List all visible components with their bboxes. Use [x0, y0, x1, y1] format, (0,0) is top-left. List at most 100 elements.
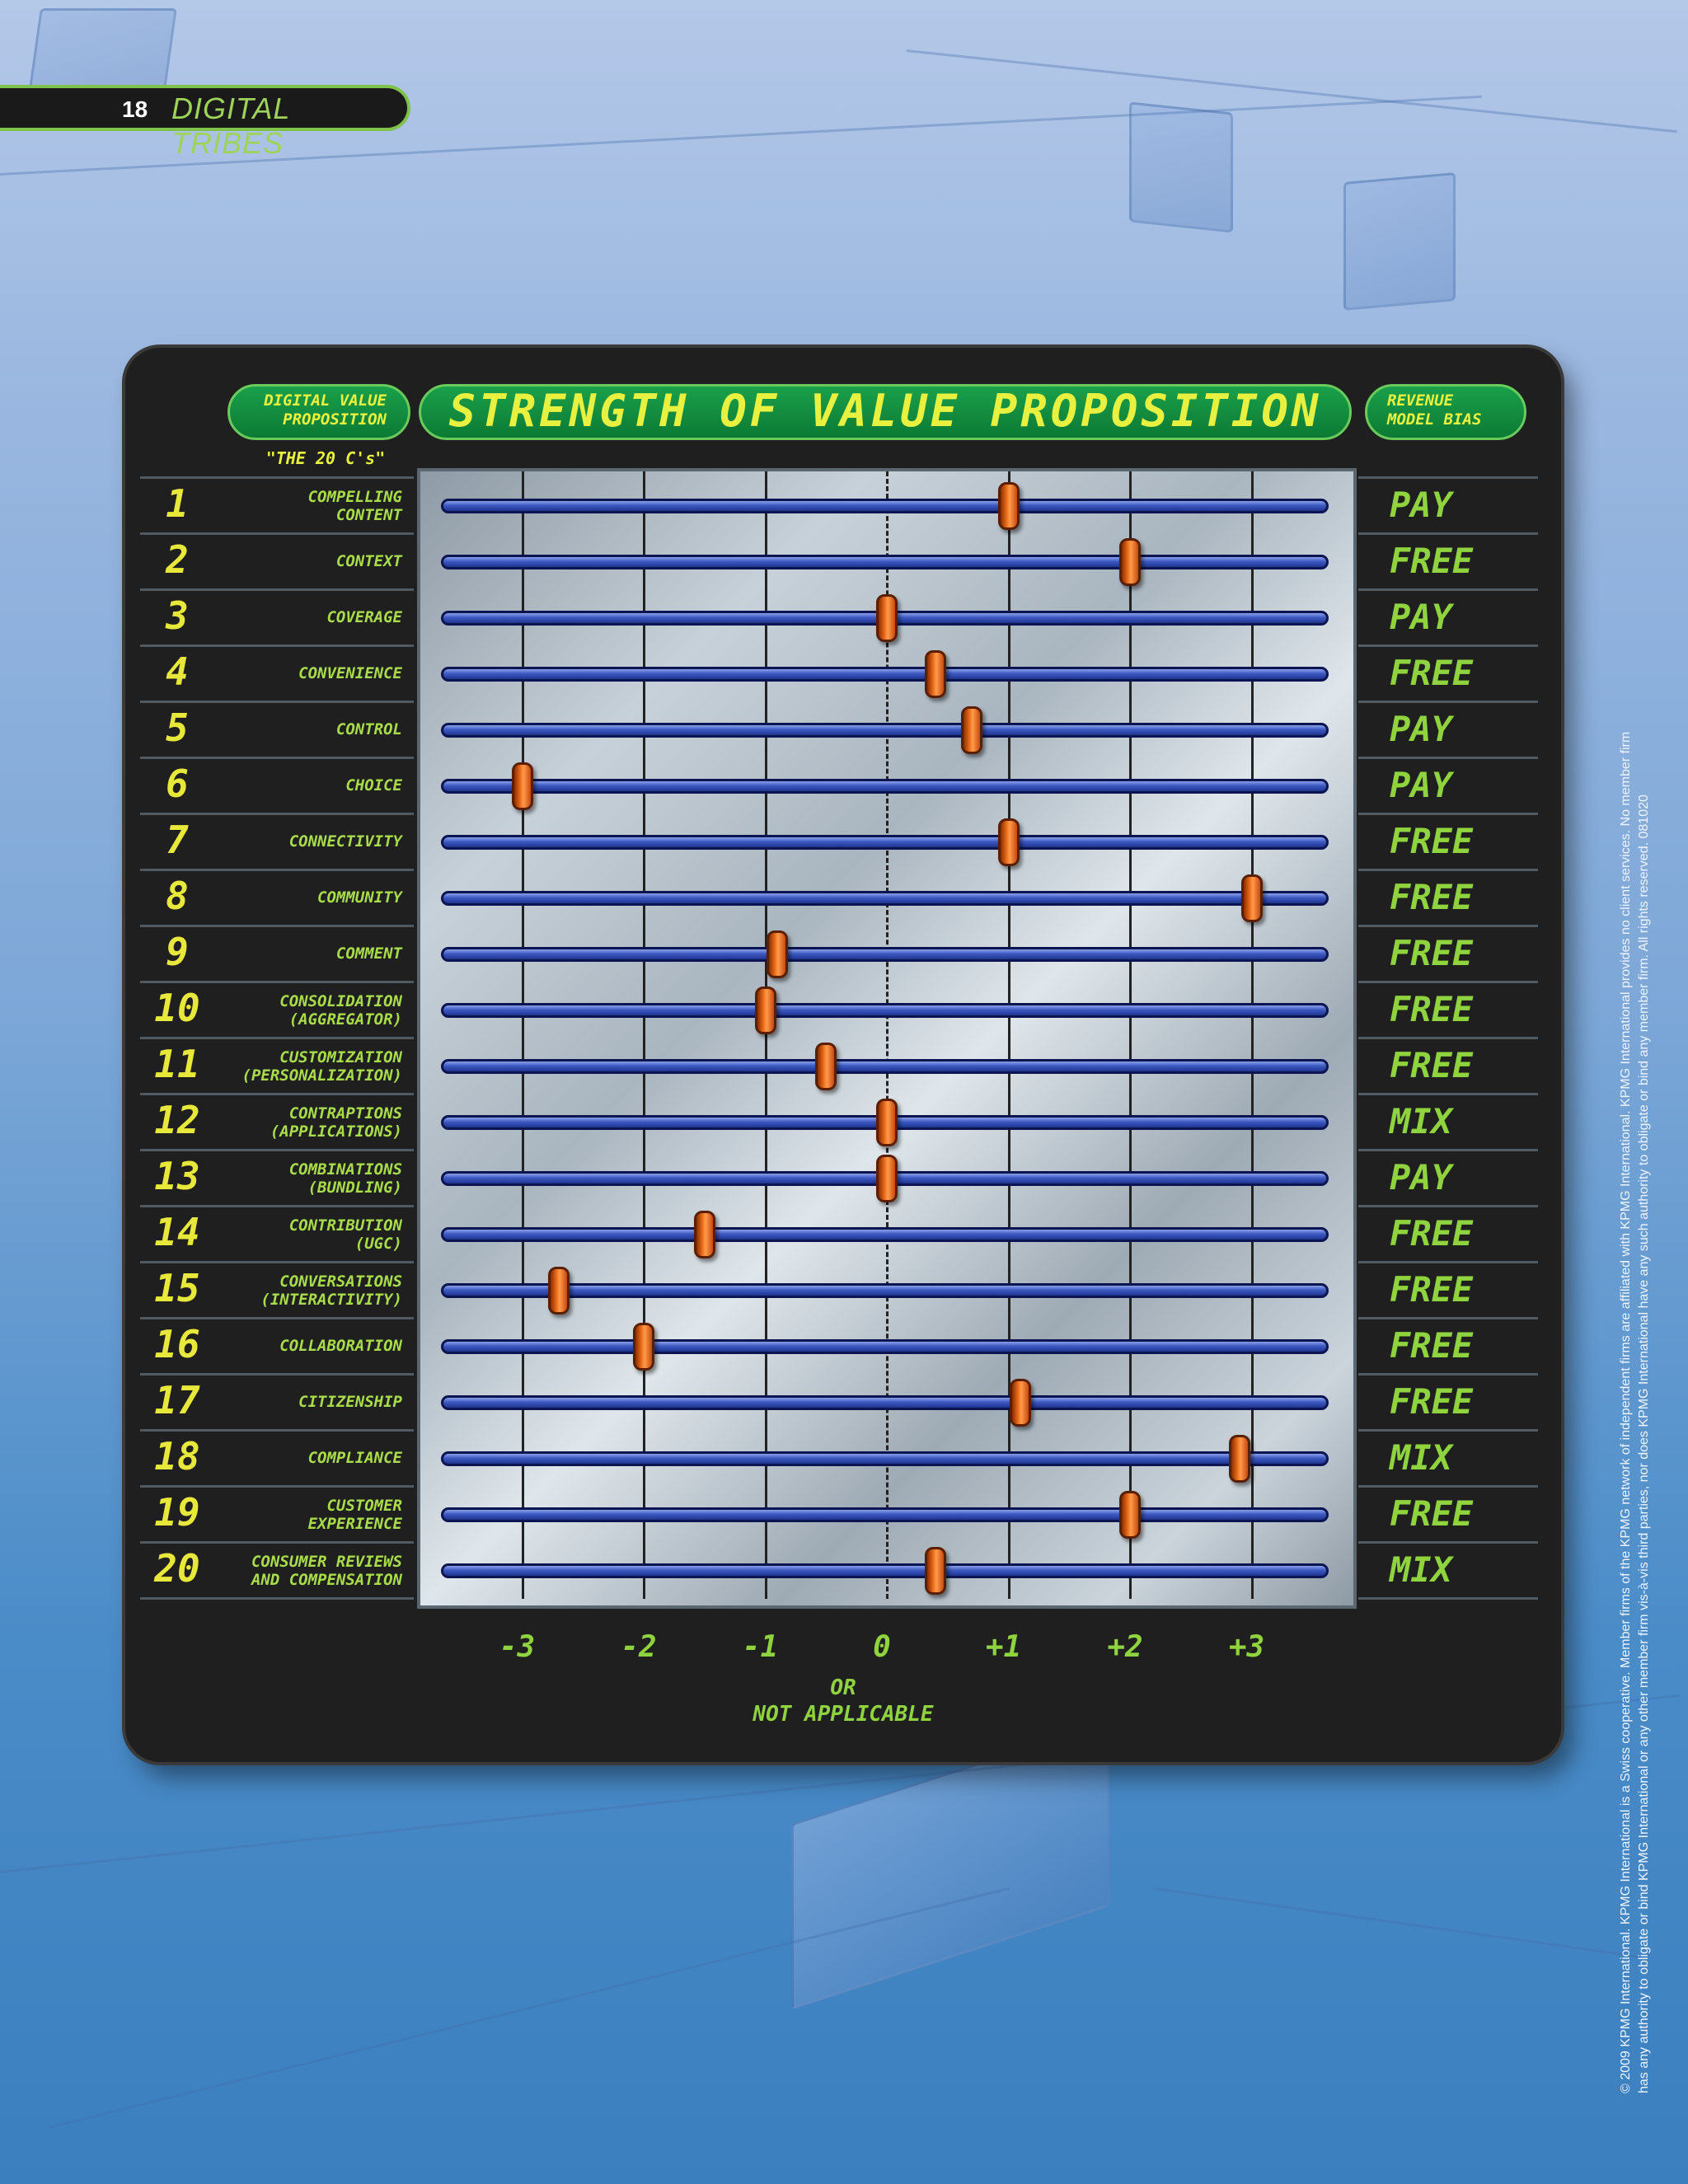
slider-knob: [693, 1211, 715, 1258]
grid-line--2: [643, 471, 645, 1599]
row-number: 10: [154, 986, 200, 1030]
slider-track: [441, 499, 1329, 513]
slider-track: [441, 1395, 1329, 1410]
row-number: 2: [166, 537, 189, 582]
row-number: 1: [166, 481, 189, 526]
row-separator-right: [1358, 476, 1538, 479]
row-separator-left: [140, 869, 414, 871]
row-label-line: CHOICE: [345, 776, 402, 794]
row-separator-right: [1358, 1205, 1538, 1207]
header-tab: 18 DIGITAL TRIBES: [0, 85, 410, 160]
row-label: CONTROL: [213, 720, 402, 738]
row-separator-left: [140, 532, 414, 535]
revenue-bias: PAY: [1390, 485, 1452, 525]
subheading: "THE 20 C's": [265, 448, 386, 468]
row-label-line: EXPERIENCE: [307, 1515, 402, 1533]
row-separator-left: [140, 757, 414, 759]
section-title: DIGITAL TRIBES: [171, 91, 290, 160]
row-separator-left: [140, 1317, 414, 1319]
row-label-line: CONVENIENCE: [298, 664, 402, 682]
row-label-line: CONSOLIDATION: [279, 992, 402, 1010]
revenue-bias: FREE: [1390, 1493, 1474, 1534]
row-number: 18: [154, 1434, 200, 1479]
slider-knob: [815, 1043, 837, 1090]
row-label: CONSUMER REVIEWS AND COMPENSATION: [213, 1553, 402, 1589]
slider-knob: [876, 1099, 898, 1146]
row-separator-right: [1358, 644, 1538, 647]
slider-knob: [754, 987, 776, 1034]
row-label: CHOICE: [213, 776, 402, 794]
row-label: COMPLIANCE: [213, 1449, 402, 1467]
slider-knob: [876, 1155, 898, 1202]
row-separator-left: [140, 644, 414, 647]
proposition-header-line-1: DIGITAL VALUE: [264, 391, 387, 410]
row-separator-right: [1358, 1037, 1538, 1039]
copyright-line-2: has any authority to obligate or bind KP…: [1637, 794, 1651, 2093]
row-separator-left: [140, 701, 414, 703]
row-label-line: COMPLIANCE: [307, 1449, 402, 1467]
revenue-bias: FREE: [1390, 1325, 1474, 1366]
row-separator-left: [140, 1093, 414, 1095]
row-number: 4: [166, 649, 189, 694]
row-label-line: (INTERACTIVITY): [260, 1291, 402, 1309]
slider-knob: [876, 594, 898, 642]
row-label-line: COLLABORATION: [279, 1337, 402, 1355]
revenue-bias: FREE: [1390, 1269, 1474, 1310]
copyright-line-1: © 2009 KPMG International. KPMG Internat…: [1619, 731, 1633, 2093]
row-label-line: COMBINATIONS: [288, 1160, 402, 1179]
row-label-line: CUSTOMIZATION: [279, 1048, 402, 1066]
x-axis-note-line-1: OR: [830, 1675, 856, 1700]
row-separator-left: [140, 1597, 414, 1600]
revenue-bias: FREE: [1390, 933, 1474, 973]
row-label-line: AND COMPENSATION: [251, 1571, 402, 1589]
slider-knob: [997, 482, 1020, 530]
row-label-line: (UGC): [354, 1235, 402, 1253]
row-separator-right: [1358, 1149, 1538, 1151]
row-label: CONTEXT: [213, 552, 402, 570]
row-separator-right: [1358, 981, 1538, 983]
row-separator-right: [1358, 1597, 1538, 1600]
row-separator-right: [1358, 701, 1538, 703]
row-separator-left: [140, 1429, 414, 1432]
row-separator-right: [1358, 1429, 1538, 1432]
row-label: CUSTOMIZATION (PERSONALIZATION): [213, 1048, 402, 1085]
chart-title: STRENGTH OF VALUE PROPOSITION: [419, 384, 1352, 440]
row-number: 19: [154, 1490, 200, 1535]
row-number: 9: [166, 930, 189, 974]
slider-knob: [633, 1323, 654, 1371]
revenue-header-line-1: REVENUE: [1387, 391, 1454, 410]
row-number: 11: [154, 1042, 200, 1086]
row-label: CONTRIBUTION (UGC): [213, 1216, 402, 1253]
slider-track: [441, 891, 1329, 906]
row-label-line: COVERAGE: [326, 608, 402, 626]
proposition-header-line-2: PROPOSITION: [283, 410, 387, 429]
row-label: COVERAGE: [213, 608, 402, 626]
column-header-revenue: REVENUE MODEL BIAS: [1365, 384, 1526, 440]
slider-track: [441, 835, 1329, 850]
page-number: 18: [122, 96, 148, 122]
grid-line--1: [764, 471, 767, 1599]
revenue-bias: FREE: [1390, 1045, 1474, 1085]
row-separator-left: [140, 1037, 414, 1039]
row-separator-right: [1358, 813, 1538, 815]
revenue-bias: PAY: [1390, 765, 1452, 805]
row-separator-right: [1358, 1541, 1538, 1544]
row-separator-left: [140, 1541, 414, 1544]
row-separator-left: [140, 588, 414, 591]
row-number: 15: [154, 1266, 200, 1310]
slider-track: [441, 1059, 1329, 1074]
slider-track: [441, 1227, 1329, 1242]
row-label-line: (APPLICATIONS): [270, 1122, 402, 1141]
row-number: 14: [154, 1210, 200, 1254]
grid-line-+3: [1250, 471, 1254, 1599]
revenue-bias: PAY: [1390, 709, 1452, 749]
revenue-bias: FREE: [1390, 653, 1474, 693]
slider-knob: [1228, 1435, 1250, 1483]
slider-knob: [1240, 874, 1263, 922]
row-number: 13: [154, 1154, 200, 1198]
x-tick-label: 0: [873, 1630, 891, 1664]
row-label-line: CONNECTIVITY: [288, 832, 402, 851]
row-label: COMBINATIONS (BUNDLING): [213, 1160, 402, 1197]
x-tick-label: +2: [1107, 1630, 1143, 1664]
slider-track: [441, 1283, 1329, 1298]
